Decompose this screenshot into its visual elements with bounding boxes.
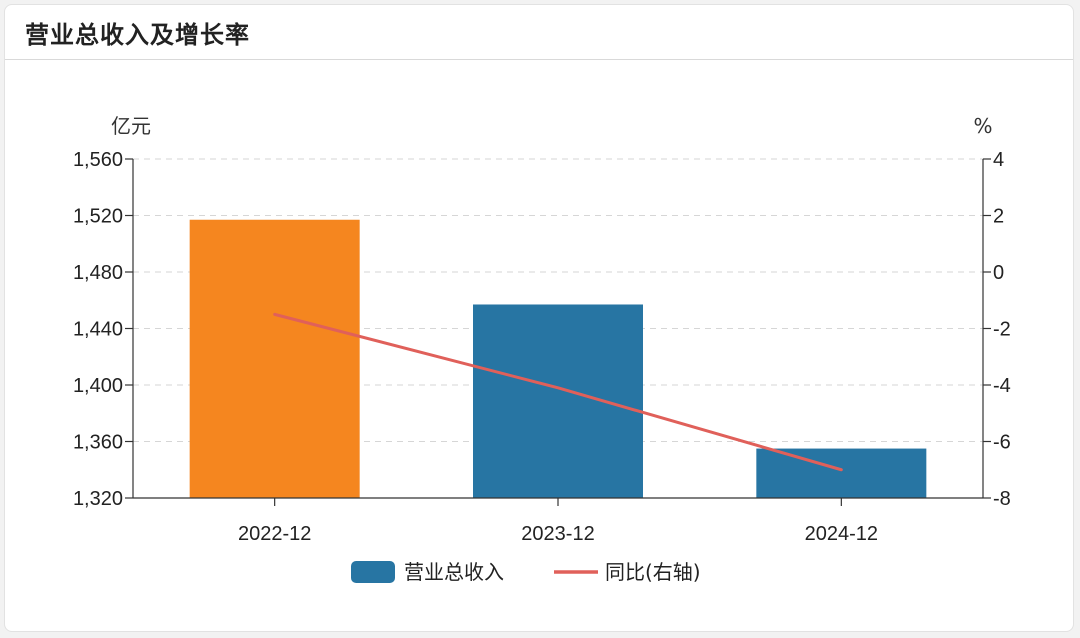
y-left-tick-label: 1,360 [73,432,123,454]
y-left-tick-label: 1,560 [73,149,123,171]
y-right-tick-label: 4 [993,149,1004,171]
revenue-growth-chart: 1,320 1,360 1,400 1,440 1,480 1,520 1,560 -8 -6 -… [73,114,1011,584]
chart-panel: 营业总收入及增长率 1,320 1,360 1,400 1,440 1,480 1,520… [4,4,1074,632]
y-left-tick-label: 1,480 [73,262,123,284]
x-tick-label: 2023-12 [521,523,594,545]
bar [189,219,360,499]
legend-bar-label: 营业总收入 [404,560,504,584]
legend-line-label: 同比(右轴) [605,560,701,584]
y-left-unit: 亿元 [111,114,151,138]
y-right-tick-label: -8 [993,488,1011,510]
y-right-tick-label: 2 [993,206,1004,228]
bar [756,448,927,498]
y-right-unit: % [973,114,992,138]
y-right-tick-label: -4 [993,375,1011,397]
bar [473,304,643,498]
y-right-tick-label: 0 [993,262,1004,284]
y-left-tick-label: 1,320 [73,488,123,510]
y-left-tick-label: 1,520 [73,206,123,228]
legend-bar-swatch [351,561,395,583]
y-right-tick-label: -2 [993,319,1011,341]
y-right-tick-label: -6 [993,432,1011,454]
growth-line [273,312,843,472]
y-left-tick-label: 1,400 [73,375,123,397]
panel-header: 营业总收入及增长率 [5,5,1073,60]
y-left-tick-label: 1,440 [73,319,123,341]
panel-title: 营业总收入及增长率 [25,20,250,49]
x-tick-label: 2024-12 [805,523,878,545]
x-tick-label: 2022-12 [238,523,311,545]
